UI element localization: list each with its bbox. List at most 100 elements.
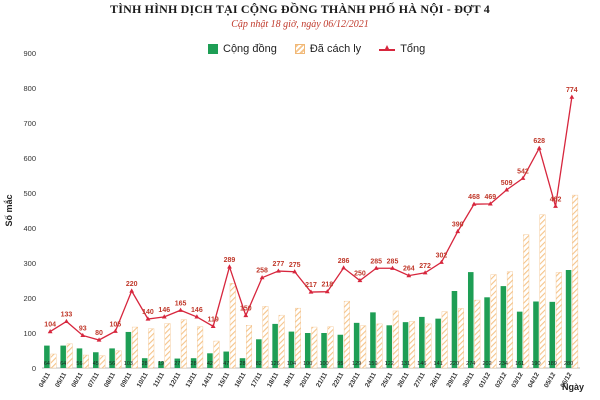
x-tick-label: 03/12 [510,371,524,389]
x-tick-label: 26/11 [397,371,411,389]
bar-community [386,325,393,368]
bar-isolated [311,326,318,369]
community-value-label: 28 [191,361,197,367]
x-tick-label: 23/11 [348,371,362,389]
community-value-label: 190 [531,361,540,367]
community-value-label: 64 [60,361,66,367]
total-marker [96,337,102,342]
bar-isolated [115,350,122,369]
total-value-label: 542 [517,168,529,175]
x-tick-label: 02/12 [494,371,508,389]
bar-community [467,272,474,368]
bar-community [190,358,197,368]
community-value-label: 234 [499,361,508,367]
total-marker [308,289,314,294]
legend-label-total: Tổng [400,43,426,55]
bar-isolated [392,310,399,369]
total-marker [471,201,477,206]
bar-community [109,348,115,368]
legend-swatch-isolated [294,44,305,54]
x-tick-label: 14/11 [201,371,215,389]
x-tick-label: 29/11 [445,371,459,389]
x-tick-label: 05/12 [543,371,557,389]
total-value-label: 146 [158,307,170,314]
total-value-label: 469 [484,194,496,201]
total-marker [487,201,493,206]
community-value-label: 100 [319,361,328,367]
bar-community [565,270,572,368]
x-tick-label: 20/11 [299,371,313,389]
bar-community [207,353,213,368]
community-value-label: 122 [385,361,394,367]
x-tick-label: 21/11 [315,371,329,389]
bar-community [500,286,507,368]
legend-item-total: Tổng [379,43,425,55]
bar-isolated [294,307,301,369]
community-value-label: 56 [76,361,82,367]
y-axis-title: Số mắc [3,194,14,226]
total-value-label: 150 [240,306,252,313]
community-value-label: 19 [158,361,164,367]
bar-community [60,345,66,368]
community-value-label: 126 [271,361,280,367]
total-value-label: 289 [224,257,236,264]
community-value-label: 161 [515,361,524,367]
total-marker [455,228,461,234]
x-tick-label: 15/11 [217,371,231,389]
community-value-label: 159 [368,361,377,367]
bar-isolated [555,272,562,369]
total-value-label: 285 [387,258,399,265]
bar-community [451,291,458,368]
total-value-label: 250 [354,271,366,278]
total-value-label: 119 [208,316,219,323]
bar-community [239,358,246,368]
bar-isolated [523,234,530,369]
bar-community [549,301,556,368]
chart-title: TÌNH HÌNH DỊCH TẠI CỘNG ĐỒNG THÀNH PHỐ H… [110,2,490,16]
community-value-label: 202 [482,361,491,367]
community-value-label: 47 [223,361,229,367]
bar-isolated [164,323,171,369]
total-value-label: 468 [468,194,480,201]
total-marker [422,270,428,275]
community-value-label: 56 [109,361,115,367]
total-marker [439,259,444,264]
axes-group: 0 100 200 300 400 500 600 700 800 900 Số mắc Ngày [3,49,584,392]
bar-isolated [409,321,416,369]
total-marker [553,203,558,208]
community-value-label: 82 [256,361,262,367]
community-value-label: 28 [239,361,245,367]
x-tick-label: 13/11 [185,371,199,389]
total-value-label: 277 [273,261,285,268]
total-marker [406,273,412,278]
total-value-label: 302 [436,252,448,259]
bar-isolated [474,299,481,369]
total-marker [112,328,118,333]
y-tick-label: 500 [23,189,36,198]
community-value-label: 28 [142,361,148,367]
total-value-label: 272 [419,263,431,270]
total-value-label: 146 [191,307,203,314]
bar-isolated [278,314,285,369]
total-marker [161,314,167,319]
community-value-label: 103 [124,361,133,367]
total-marker [324,289,330,294]
total-value-label: 217 [305,282,317,289]
total-marker [194,314,200,319]
community-value-label: 129 [352,361,361,367]
bar-isolated [360,325,367,369]
x-tick-label: 05/11 [54,371,68,389]
bar-isolated [197,326,204,369]
bar-isolated [148,328,155,369]
x-axis-title: Ngày [562,382,584,392]
community-value-label: 45 [93,361,99,367]
chart-subtitle: Cập nhật 18 giờ, ngày 06/12/2021 [231,19,369,30]
total-value-label: 509 [501,180,513,187]
bar-community [158,361,164,368]
bar-community [353,322,360,368]
legend-swatch-total [379,44,396,54]
bar-isolated [441,311,448,369]
bar-community [288,331,295,368]
bar-isolated [343,300,350,369]
